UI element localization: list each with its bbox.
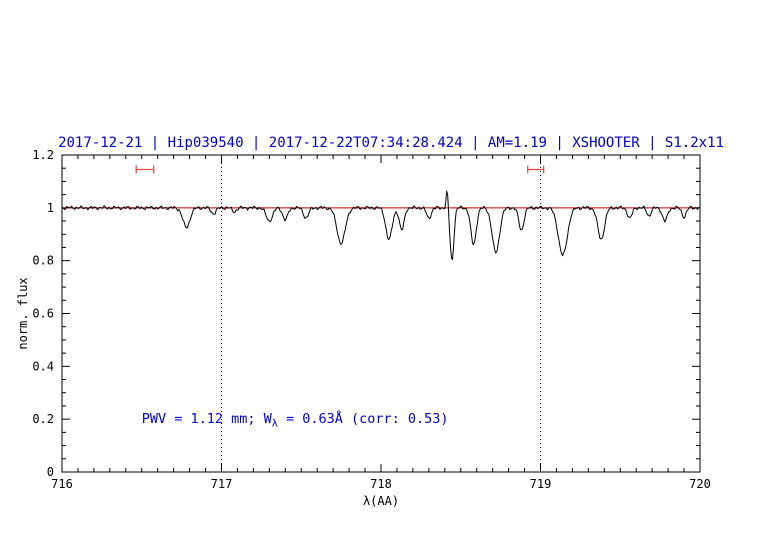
spectrum-line [61,190,700,261]
x-tick-label: 716 [51,477,73,491]
pwv-annotation: PWV = 1.12 mm; Wλ = 0.63Å (corr: 0.53) [142,411,449,430]
y-tick-label: 1 [47,201,54,215]
pwv-annotation-prefix: PWV = 1.12 mm; W [141,411,272,428]
x-tick-label: 717 [211,477,233,491]
chart-title: 2017-12-21 | Hip039540 | 2017-12-22T07:3… [58,135,724,151]
x-tick-label: 719 [530,477,552,491]
pwv-annotation-sub: λ [271,418,278,430]
pwv-annotation-suffix: = 0.63Å (corr: 0.53) [277,411,449,428]
y-tick-label: 0.8 [32,254,54,268]
x-axis-label: λ(AA) [363,494,399,508]
x-tick-label: 718 [370,477,392,491]
y-axis-label: norm. flux [16,277,30,349]
y-tick-label: 0.4 [32,359,54,373]
y-tick-label: 0.2 [32,412,54,426]
x-tick-label: 720 [689,477,711,491]
y-tick-label: 0.6 [32,307,54,321]
y-tick-label: 1.2 [32,148,54,162]
y-tick-label: 0 [47,465,54,479]
